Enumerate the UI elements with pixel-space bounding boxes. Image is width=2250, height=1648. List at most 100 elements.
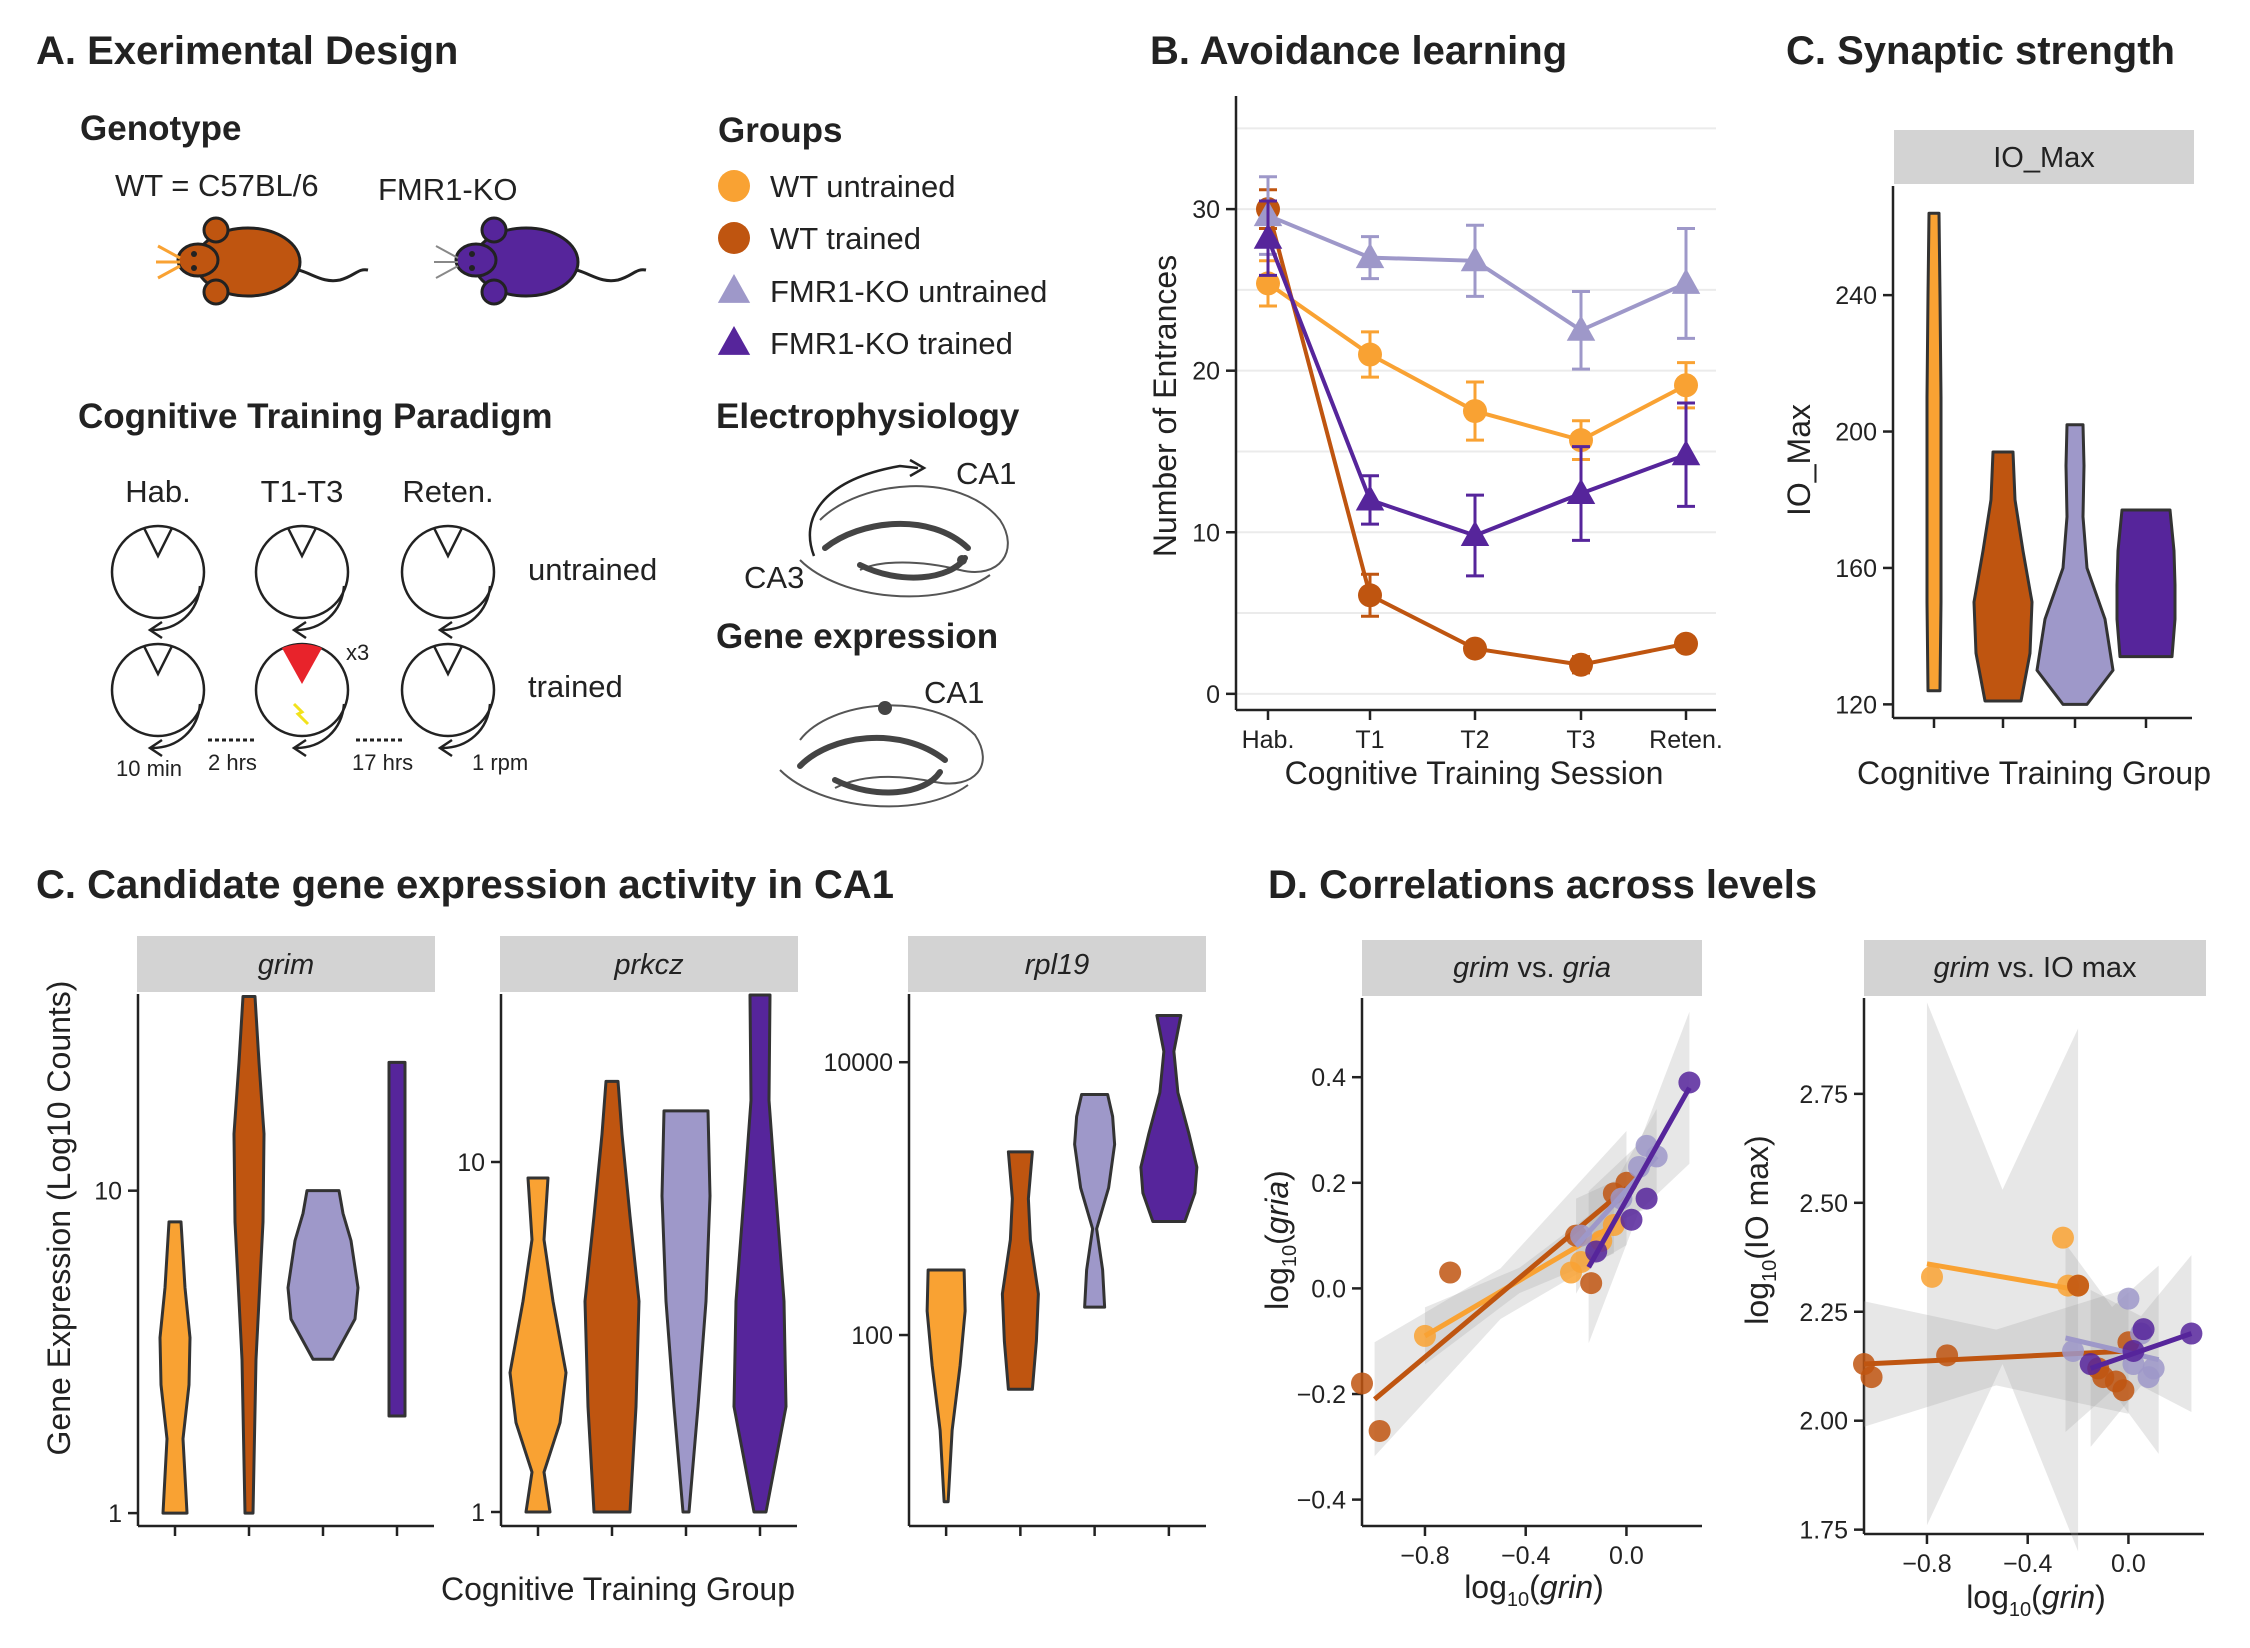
data-point [2051, 1226, 2074, 1249]
panel-d-gria-xlabel: log10(grin) [1464, 1569, 1604, 1611]
strip-io-max-label: IO_Max [1993, 142, 2095, 174]
y-tick-label: 10 [1192, 519, 1220, 547]
timing-2hrs: 2 hrs [208, 750, 257, 775]
legend-marker [718, 170, 750, 202]
y-tick-label: 240 [1835, 282, 1877, 310]
x-tick-label: −0.4 [1501, 1542, 1550, 1570]
y-tick-label: 200 [1835, 419, 1877, 447]
fit-line [1586, 1086, 1692, 1269]
x-tick-label: 0.0 [1609, 1542, 1644, 1570]
stim-arrow-icon [808, 464, 919, 557]
violin-fmr1-ko-untrained [286, 1189, 360, 1361]
data-point [1674, 631, 1698, 656]
strip-rpl19-label: rpl19 [1025, 949, 1090, 981]
rotation-arrow-icon [151, 703, 202, 750]
y-tick-label: 1 [108, 1500, 122, 1528]
data-point [1671, 439, 1701, 466]
data-point [1460, 245, 1490, 272]
y-tick-label: 160 [1835, 555, 1877, 583]
panel-a-title: A. Exerimental Design [36, 29, 458, 73]
panel-d-correlations: D. Correlations across levels grim vs. g… [1259, 863, 2206, 1621]
legend-label: WT trained [770, 221, 921, 256]
lightning-icon [292, 702, 310, 726]
io-max-scatter-chart: 1.75 2.00 2.25 2.50 2.75 −0.8 −0.4 0.0 [1799, 998, 2204, 1578]
y-tick-label: −0.4 [1297, 1487, 1346, 1515]
y-tick-label: 0 [1206, 681, 1220, 709]
y-tick-label: 20 [1192, 358, 1220, 386]
avoidance-line-chart: 0 10 20 30 Hab. T1 T2 T3 Reten. [1192, 96, 1723, 754]
data-point [1368, 1419, 1391, 1442]
rotation-arrow-icon [441, 585, 492, 632]
data-point [1569, 652, 1593, 677]
violin-fmr1-ko-untrained [660, 1109, 712, 1514]
x-tick-label: Hab. [1242, 726, 1295, 754]
panel-c-gene-ylabel: Gene Expression (Log10 Counts) [41, 981, 77, 1456]
x-tick-label: −0.8 [1400, 1542, 1449, 1570]
data-point [2142, 1357, 2165, 1380]
legend-item: FMR1-KO trained [717, 326, 1013, 361]
series-wt-trained [1853, 1274, 2140, 1402]
data-point [1439, 1261, 1462, 1284]
legend-item: WT trained [718, 221, 921, 256]
legend-marker [717, 326, 751, 355]
row-label-untrained: untrained [528, 552, 657, 587]
legend-item: FMR1-KO untrained [717, 274, 1047, 309]
data-point [1566, 478, 1596, 504]
series-fmr1-ko-trained [1585, 1071, 1701, 1269]
violin-wt-trained [1000, 1150, 1040, 1391]
panel-b-title: B. Avoidance learning [1150, 29, 1567, 73]
legend-label: FMR1-KO trained [770, 326, 1013, 361]
panel-a-experimental-design: A. Exerimental Design Genotype WT = C57B… [36, 29, 1047, 808]
series-fmr1-ko-untrained [1253, 175, 1701, 371]
violin-wt-untrained [158, 1220, 192, 1515]
violin-fmr1-ko-trained [732, 993, 788, 1514]
arena-icon [254, 642, 350, 758]
strip-prkcz [500, 936, 798, 992]
fit-line [2089, 1331, 2193, 1371]
rotation-arrow-icon [441, 703, 492, 750]
legend-marker [718, 222, 750, 254]
io-max-violin-chart: 120 160 200 240 [1835, 186, 2192, 728]
strip-prkcz-label: prkcz [613, 949, 684, 981]
groups-legend: WT untrained WT trained FMR1-KO untrained F… [717, 169, 1047, 361]
violin-wt-untrained [508, 1176, 568, 1514]
data-point [1463, 399, 1487, 424]
panel-c-synaptic-strength: C. Synaptic strength IO_Max 120 160 200 240… [1781, 29, 2211, 791]
data-point [2112, 1379, 2135, 1402]
phase-retention-label: Reten. [402, 474, 493, 509]
series-line [1267, 213, 1687, 333]
x-tick-label: T3 [1566, 726, 1595, 754]
mouse-icon [434, 216, 647, 306]
data-point [1256, 271, 1280, 296]
y-tick-label: 2.25 [1799, 1299, 1848, 1327]
data-point [2132, 1318, 2155, 1341]
gria-scatter-chart: −0.4 −0.2 0.0 0.2 0.4 −0.8 −0.4 0.0 [1297, 998, 1702, 1570]
data-point [1674, 373, 1698, 398]
strip-grim-vs-gria-label: grim vs. gria [1453, 952, 1611, 984]
y-tick-label: 2.50 [1799, 1190, 1848, 1218]
ephys-heading: Electrophysiology [716, 397, 1020, 436]
legend-marker [717, 274, 751, 303]
data-point [1355, 484, 1385, 511]
rotation-arrow-icon [295, 703, 346, 750]
y-tick-label: 0.2 [1311, 1170, 1346, 1198]
data-point [1460, 520, 1490, 546]
groups-heading: Groups [718, 111, 842, 150]
ca1-label: CA1 [956, 456, 1016, 491]
y-tick-label: 10000 [823, 1049, 893, 1077]
data-point [1678, 1071, 1701, 1094]
legend-label: FMR1-KO untrained [770, 274, 1047, 309]
data-point [1635, 1187, 1658, 1210]
paradigm-heading: Cognitive Training Paradigm [78, 397, 553, 436]
fit-line [1926, 1261, 2079, 1293]
panel-c-syn-xlabel: Cognitive Training Group [1857, 755, 2211, 791]
hippocampus-icon [779, 701, 984, 808]
y-tick-label: 100 [851, 1322, 893, 1350]
arena-icon [400, 524, 496, 640]
panel-c-gene-expression: C. Candidate gene expression activity in… [36, 863, 1206, 1607]
data-point [2062, 1339, 2085, 1362]
data-point [1358, 583, 1382, 608]
data-point [1580, 1272, 1603, 1295]
timing-17hrs: 17 hrs [352, 750, 413, 775]
